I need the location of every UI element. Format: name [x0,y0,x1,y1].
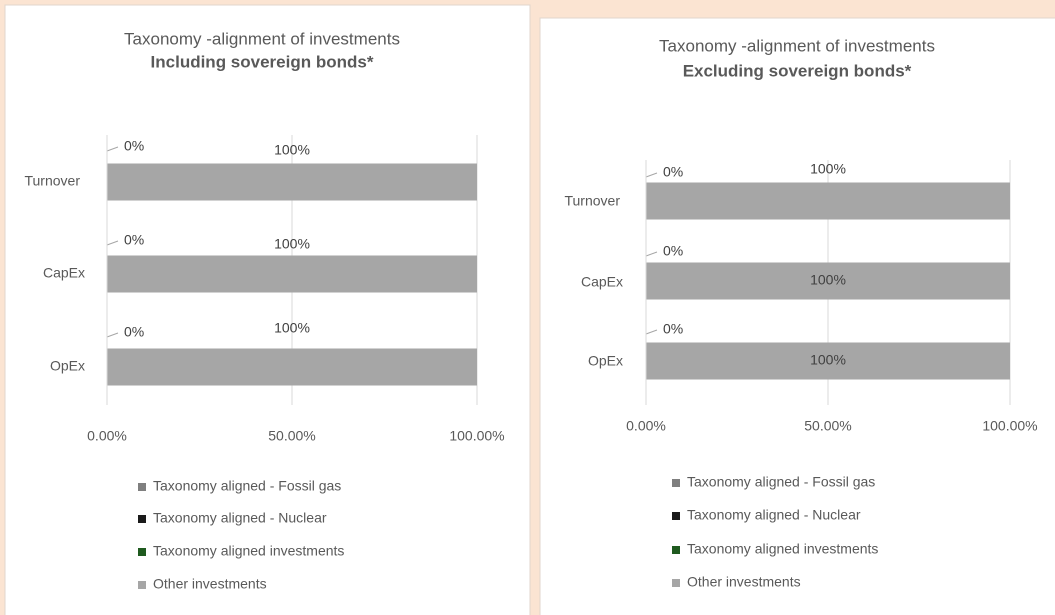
legend-label: Taxonomy aligned investments [153,543,344,559]
chart-title: Taxonomy -alignment of investments [659,36,935,55]
legend-swatch [138,581,146,589]
legend-label: Other investments [687,574,801,590]
legend-label: Taxonomy aligned - Fossil gas [687,474,875,490]
legend-swatch [672,479,680,487]
chart-subtitle: Including sovereign bonds* [151,52,374,71]
data-label: 0% [124,232,144,248]
x-tick-label: 0.00% [626,418,666,434]
legend-label: Taxonomy aligned - Nuclear [153,510,327,526]
category-label: OpEx [588,353,623,369]
bar-segment [646,262,1010,300]
legend-label: Taxonomy aligned - Nuclear [687,507,861,523]
legend-label: Taxonomy aligned investments [687,541,878,557]
category-label: CapEx [43,265,85,281]
data-label: 100% [810,272,846,288]
x-tick-label: 100.00% [982,418,1037,434]
legend-swatch [138,548,146,556]
data-label: 100% [274,236,310,252]
panel [539,17,1055,615]
x-tick-label: 50.00% [804,418,851,434]
legend-label: Other investments [153,576,267,592]
data-label: 100% [810,161,846,177]
category-label: Turnover [564,193,620,209]
legend-swatch [138,483,146,491]
bar-segment [107,163,477,201]
legend-swatch [672,512,680,520]
bar-segment [646,342,1010,380]
chart-subtitle: Excluding sovereign bonds* [683,61,912,80]
data-label: 100% [810,352,846,368]
legend-swatch [672,579,680,587]
chart-title: Taxonomy -alignment of investments [124,29,400,48]
data-label: 0% [663,321,683,337]
data-label: 0% [663,164,683,180]
category-label: OpEx [50,358,85,374]
category-label: Turnover [24,173,80,189]
x-tick-label: 50.00% [268,428,315,444]
data-label: 0% [124,324,144,340]
data-label: 100% [274,142,310,158]
legend-swatch [138,515,146,523]
bar-segment [107,348,477,386]
data-label: 0% [124,138,144,154]
x-tick-label: 0.00% [87,428,127,444]
bar-segment [107,255,477,293]
panel [4,4,531,615]
bar-segment [646,182,1010,220]
legend-swatch [672,546,680,554]
data-label: 100% [274,320,310,336]
data-label: 0% [663,243,683,259]
category-label: CapEx [581,274,623,290]
x-tick-label: 100.00% [449,428,504,444]
legend-label: Taxonomy aligned - Fossil gas [153,478,341,494]
